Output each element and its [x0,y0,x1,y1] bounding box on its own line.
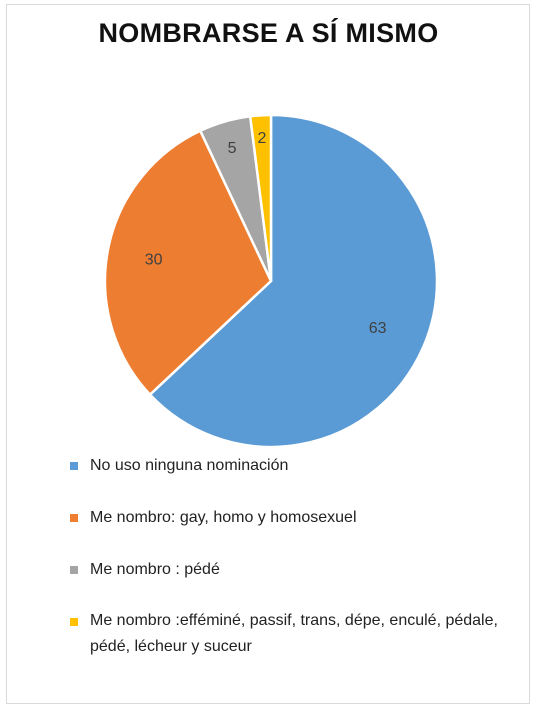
chart-title: NOMBRARSE A SÍ MISMO [98,18,439,48]
legend-swatch-gay-homo [70,514,78,522]
legend-item-no-nomination: No uso ninguna nominación [70,452,510,479]
legend-label-pede: Me nombro : pédé [90,561,220,578]
pie-slice-gay-homo [103,129,273,397]
pie-slice-effemine [248,113,273,282]
legend-item-pede: Me nombro : pédé [70,556,510,583]
legend-label-no-nomination: No uso ninguna nominación [90,457,289,474]
legend-item-gay-homo: Me nombro: gay, homo y homosexuel [70,504,510,531]
data-label-no-nomination: 63 [369,320,387,337]
data-label-gay-homo: 30 [145,252,163,269]
data-label-effemine: 2 [257,130,266,147]
pie-slice-no-nomination [148,113,439,449]
legend-swatch-effemine [70,618,78,626]
legend-label-gay-homo: Me nombro: gay, homo y homosexuel [90,509,357,526]
chart-legend: No uso ninguna nominación Me nombro: gay… [70,452,510,685]
legend-item-effemine: Me nombro :efféminé, passif, trans, dépe… [70,608,510,660]
legend-swatch-no-nomination [70,462,78,470]
legend-swatch-pede [70,566,78,574]
data-label-pede: 5 [228,140,237,157]
legend-label-effemine: Me nombro :efféminé, passif, trans, dépe… [90,612,498,655]
